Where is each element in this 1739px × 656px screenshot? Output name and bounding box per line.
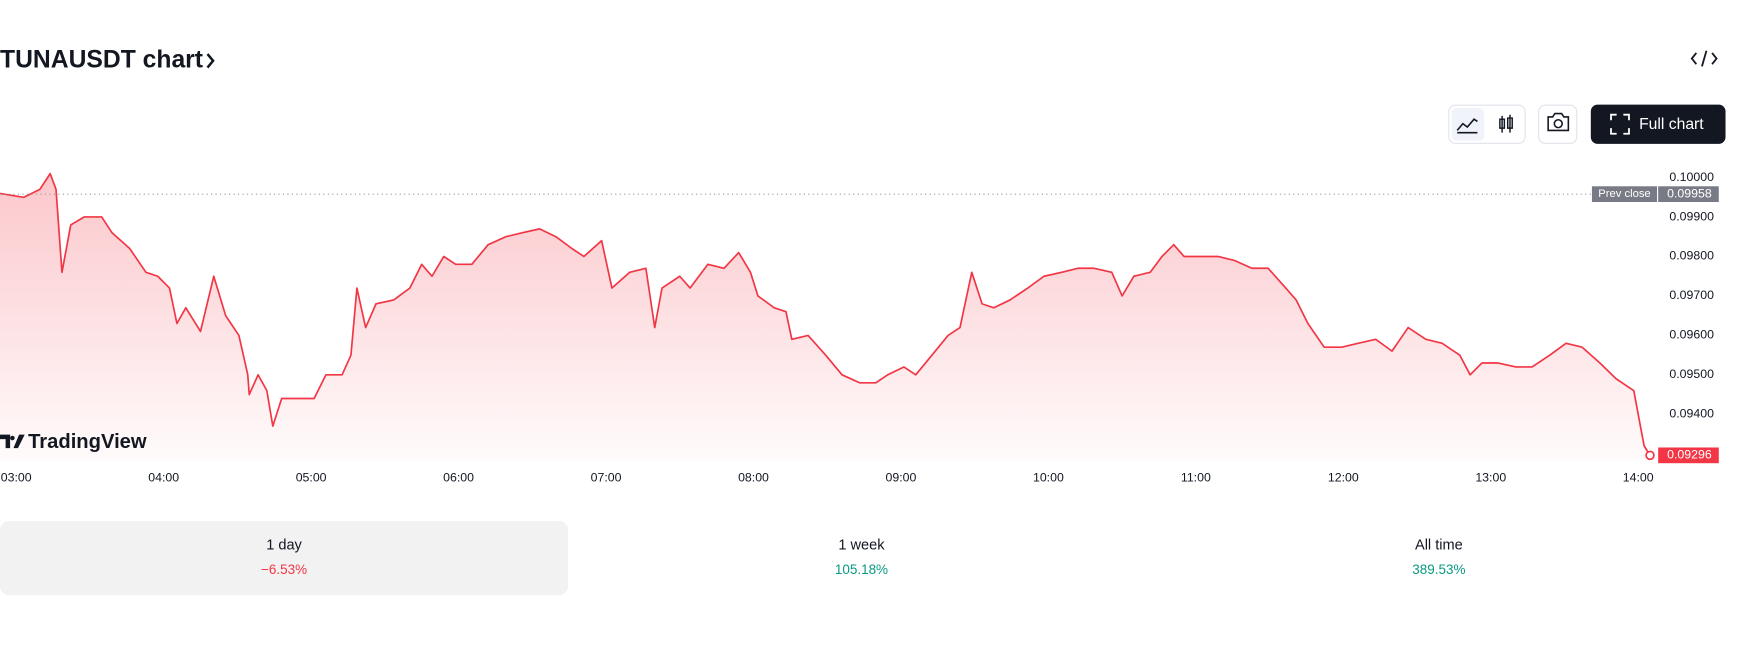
last-point <box>1645 450 1655 461</box>
y-tick-label: 0.09600 <box>1669 328 1714 342</box>
last-price-badge <box>1658 447 1719 464</box>
x-tick-label: 06:00 <box>443 471 474 485</box>
x-tick-label: 10:00 <box>1033 471 1064 485</box>
period-tab[interactable] <box>577 521 1145 595</box>
price-area <box>0 173 1651 461</box>
title-chevron[interactable] <box>206 53 215 69</box>
prev-close-label: 0.09958 <box>1667 186 1712 200</box>
x-tick-label: 05:00 <box>296 471 327 485</box>
x-tick-label: 07:00 <box>591 471 622 485</box>
x-tick-label: 03:00 <box>1 471 32 485</box>
price-line <box>0 172 1651 456</box>
line-style-button[interactable] <box>1451 107 1485 141</box>
y-tick-label: 0.09400 <box>1669 407 1714 421</box>
tradingview-logo <box>0 434 25 449</box>
x-tick-label: 14:00 <box>1623 471 1654 485</box>
period-change: −6.53% <box>261 562 307 577</box>
period-tab[interactable] <box>1155 521 1723 595</box>
y-tick-label: 0.09800 <box>1669 249 1714 263</box>
last-price-label: 0.09296 <box>1667 448 1712 462</box>
watermark: TradingView <box>28 431 147 453</box>
prev-close-name: Prev close <box>1598 188 1650 200</box>
x-tick-label: 12:00 <box>1328 471 1359 485</box>
page-title[interactable]: TUNAUSDT chart <box>0 46 203 73</box>
period-tab[interactable] <box>0 521 568 595</box>
period-label: All time <box>1415 538 1463 554</box>
full-chart-label[interactable]: Full chart <box>1639 116 1704 133</box>
period-change: 389.53% <box>1412 562 1465 577</box>
camera-lens <box>1553 118 1563 129</box>
y-tick-label: 0.09700 <box>1669 288 1714 302</box>
period-label: 1 week <box>838 538 885 554</box>
embed-icon[interactable] <box>1690 50 1718 67</box>
x-tick-label: 09:00 <box>886 471 917 485</box>
line-style-icon <box>1456 118 1478 134</box>
x-tick-label: 04:00 <box>148 471 179 485</box>
candle-style-icon[interactable] <box>1499 114 1513 133</box>
y-tick-label: 0.09900 <box>1669 209 1714 223</box>
period-change: 105.18% <box>835 562 888 577</box>
fullscreen-icon <box>1610 113 1630 135</box>
camera-icon <box>1547 112 1570 132</box>
y-tick-label: 0.10000 <box>1669 170 1714 184</box>
period-label: 1 day <box>266 538 302 554</box>
prev-close-badge <box>1658 186 1719 202</box>
prev-close-tag <box>1591 186 1658 202</box>
period-active-bg <box>0 521 569 596</box>
screenshot-button[interactable] <box>1538 104 1578 144</box>
x-tick-label: 11:00 <box>1181 471 1211 485</box>
x-tick-label: 13:00 <box>1475 471 1506 485</box>
y-tick-label: 0.09500 <box>1669 367 1714 381</box>
x-tick-label: 08:00 <box>738 471 769 485</box>
